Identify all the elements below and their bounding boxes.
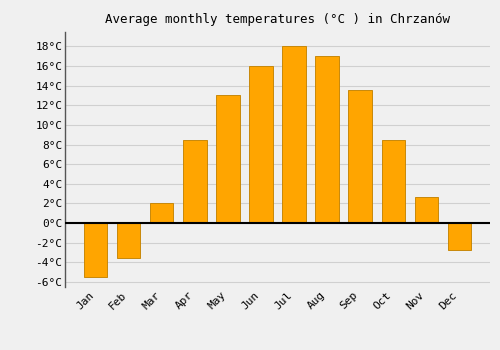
Bar (448, 223, 470, 250)
Bar (250, 66, 272, 223)
Bar (84, 223, 108, 277)
Title: Average monthly temperatures (°C ) in Chrzanów: Average monthly temperatures (°C ) in Ch… (105, 13, 450, 26)
Bar (118, 223, 141, 258)
Bar (184, 140, 206, 223)
Bar (414, 197, 438, 223)
Bar (216, 95, 240, 223)
Bar (150, 203, 174, 223)
Bar (282, 46, 306, 223)
Bar (348, 90, 372, 223)
Bar (382, 140, 404, 223)
Bar (316, 56, 338, 223)
